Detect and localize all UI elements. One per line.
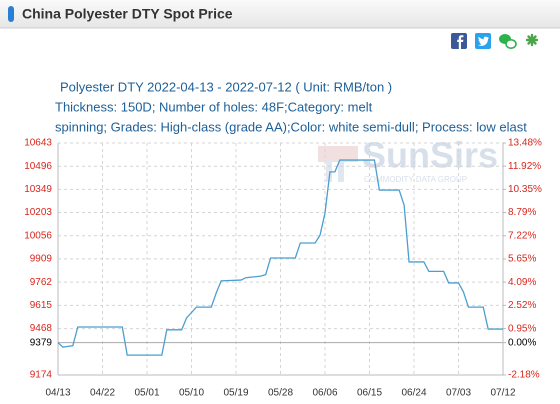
share-icon[interactable] [524, 33, 540, 49]
y-tick-label: 9762 [30, 277, 53, 288]
share-icons [451, 33, 540, 49]
y-tick-label: 10056 [24, 230, 52, 241]
y2-tick-label: 5.65% [508, 254, 536, 265]
y2-tick-label: 4.09% [508, 277, 536, 288]
y-tick-label: 10496 [24, 161, 52, 172]
y2-tick-label: 13.48% [508, 138, 542, 149]
subtitle-line: spinning; Grades: High-class (grade AA);… [55, 119, 527, 134]
x-tick-label: 06/15 [357, 388, 382, 399]
x-tick-label: 07/12 [490, 388, 515, 399]
x-tick-label: 04/13 [45, 388, 70, 399]
x-tick-label: 06/24 [401, 388, 426, 399]
subtitle-line: Polyester DTY 2022-04-13 - 2022-07-12 ( … [60, 79, 392, 94]
y-tick-label: 9468 [30, 323, 53, 334]
watermark-tagline: COMMODITY DATA GROUP [364, 175, 467, 184]
y-tick-label: 9379 [30, 337, 53, 348]
price-line [57, 159, 503, 356]
y2-tick-label: -2.18% [508, 370, 540, 381]
watermark-logo [326, 160, 332, 182]
share-glyph [525, 33, 539, 47]
x-tick-label: 05/10 [179, 388, 204, 399]
x-tick-label: 07/03 [446, 388, 471, 399]
y2-tick-label: 2.52% [508, 300, 536, 311]
y2-tick-label: 11.92% [508, 161, 541, 172]
wechat-bubble [505, 38, 517, 49]
header-icon [8, 6, 14, 22]
y2-tick-label: 8.79% [508, 207, 536, 218]
twitter-glyph [477, 36, 490, 46]
watermark: SunSirs COMMODITY DATA GROUP [318, 135, 498, 184]
y-tick-label: 9174 [30, 370, 53, 381]
x-tick-label: 04/22 [90, 388, 115, 399]
y-tick-label: 10203 [24, 207, 52, 218]
facebook-glyph [457, 35, 464, 49]
x-tick-label: 05/28 [268, 388, 293, 399]
subtitle-line: Thickness: 150D; Number of holes: 48F;Ca… [55, 99, 373, 114]
chart-title: China Polyester DTY Spot Price [22, 6, 233, 22]
y-tick-label: 10349 [24, 184, 52, 195]
y-tick-label: 9615 [30, 300, 53, 311]
watermark-logo [338, 160, 344, 182]
x-tick-label: 05/19 [223, 388, 248, 399]
y2-tick-label: 10.35% [508, 184, 542, 195]
watermark-logo [318, 146, 358, 162]
y2-tick-label: 0.95% [508, 323, 536, 334]
y-tick-label: 10643 [24, 138, 52, 149]
y2-tick-label: 0.00% [508, 337, 536, 348]
x-tick-label: 06/06 [312, 388, 337, 399]
y-tick-label: 9909 [30, 254, 53, 265]
header-bar [0, 0, 560, 28]
wechat-icon[interactable] [499, 34, 517, 49]
plot: 04/13 04/22 05/01 05/10 05/19 05/28 06/06 06/15… [24, 138, 542, 399]
x-tick-label: 05/01 [134, 388, 159, 399]
watermark-brand: SunSirs [362, 135, 498, 176]
y2-tick-label: 7.22% [508, 230, 536, 241]
